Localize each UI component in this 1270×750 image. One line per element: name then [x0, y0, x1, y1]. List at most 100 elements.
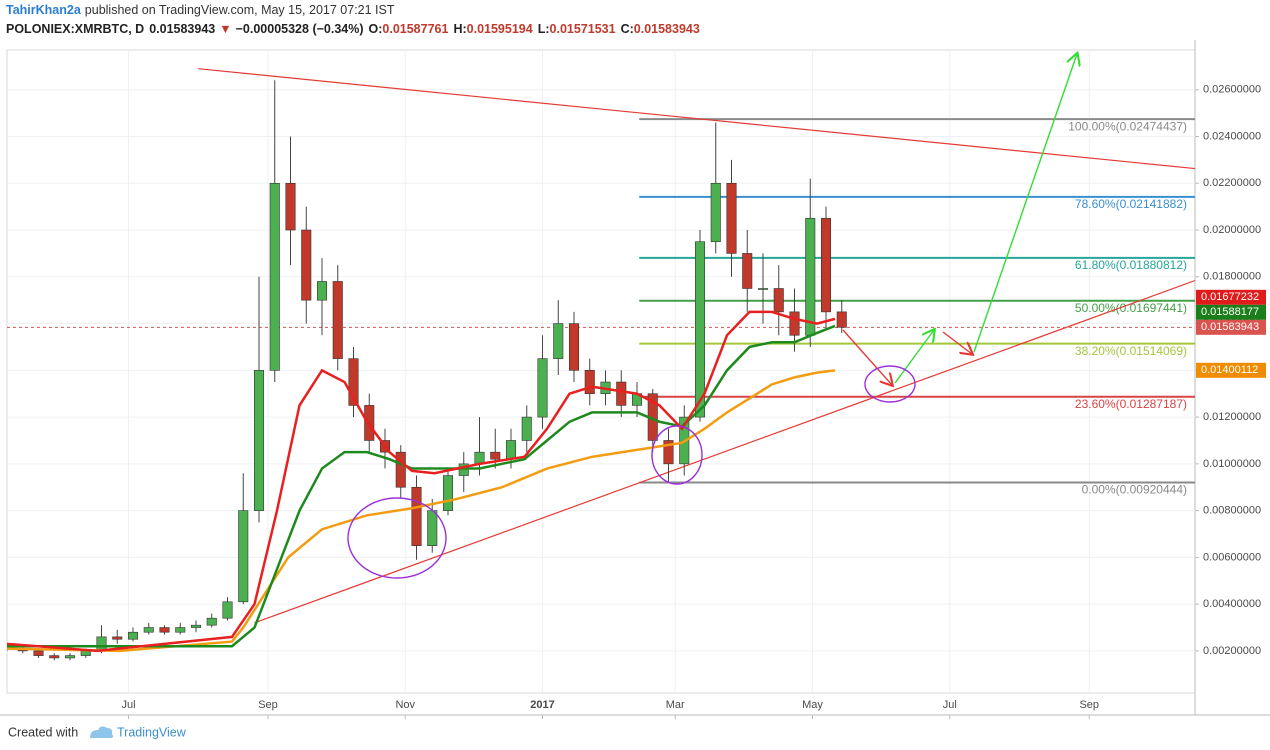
symbol: POLONIEX:XMRBTC, D: [6, 22, 144, 36]
candle-body: [222, 601, 233, 619]
trend-line: [198, 68, 1195, 170]
x-tick-label: Jul: [121, 699, 135, 711]
x-tick-label: Jul: [943, 699, 957, 711]
ohlc-label: L:: [538, 22, 550, 36]
ohlc-value: 0.01583943: [634, 22, 700, 36]
candle-body: [411, 486, 422, 546]
price-marker-label: 0.01588177: [1201, 306, 1259, 318]
y-tick-label: 0.02400000: [1203, 130, 1261, 142]
axes: Jul Sep Nov 2017 Mar May Jul Sep 0.00200000 0.004…: [121, 84, 1266, 719]
candle-body: [836, 311, 847, 328]
candle-body: [80, 650, 91, 656]
candle-body: [757, 288, 769, 290]
y-tick-label: 0.00800000: [1203, 505, 1261, 517]
y-tick-label: 0.00400000: [1203, 598, 1261, 610]
symbol-line: POLONIEX:XMRBTC, D 0.01583943 ▼ −0.00005328…: [6, 22, 700, 36]
fib-label: 61.80%(0.01880812): [1075, 258, 1187, 272]
candle-body: [537, 358, 548, 418]
candle-body: [553, 323, 564, 359]
plot-frame: [6, 49, 1196, 694]
candle-body: [773, 288, 784, 313]
candle-body: [616, 381, 627, 406]
candle-body: [694, 241, 706, 418]
down-icon: ▼: [219, 22, 231, 36]
logo: [90, 726, 114, 738]
arrow: [973, 54, 1077, 353]
candle-body: [143, 627, 154, 633]
x-tick-label: Mar: [666, 699, 685, 711]
price-marker: [1196, 304, 1266, 320]
arrow: [894, 330, 934, 384]
plot: 100.00%(0.02474437) 78.60%(0.02141882) 61.…: [7, 50, 1195, 693]
arrow: [942, 331, 972, 354]
candle-body: [285, 182, 296, 231]
candle-body: [159, 627, 170, 633]
x-tick-label: Sep: [1079, 699, 1099, 711]
x-tick-label: Sep: [258, 699, 278, 711]
candle-body: [316, 281, 328, 301]
candle-body: [742, 253, 753, 289]
y-tick-label: 0.02600000: [1203, 84, 1261, 96]
last-price: 0.01583943: [149, 22, 215, 36]
candle-body: [663, 440, 674, 465]
y-tick-label: 0.01200000: [1203, 411, 1261, 423]
price-marker: [1196, 319, 1266, 335]
price-marker-label: 0.01400112: [1201, 364, 1258, 376]
highlight-circle: [864, 365, 916, 403]
fib-label: 38.20%(0.01514069): [1075, 344, 1187, 358]
y-tick-label: 0.01800000: [1203, 271, 1261, 283]
brand[interactable]: TradingView: [117, 725, 187, 739]
x-tick-label: Nov: [395, 699, 415, 711]
candle-body: [269, 182, 280, 371]
candle-body: [820, 218, 832, 313]
candle-body: [442, 475, 454, 511]
candle-body: [175, 627, 186, 633]
candle-body: [789, 311, 800, 336]
ohlc-value: 0.01571531: [550, 22, 616, 36]
candle-body: [96, 636, 107, 652]
price-marker: [1196, 362, 1266, 378]
candle-body: [505, 440, 517, 460]
fib-label: 50.00%(0.01697441): [1075, 301, 1187, 315]
candle-body: [521, 416, 532, 441]
highlight-circle: [651, 425, 703, 485]
ohlc-label: H:: [453, 22, 466, 36]
fib-label: 78.60%(0.02141882): [1075, 197, 1187, 211]
candle-body: [33, 650, 44, 656]
candle-body: [64, 655, 76, 659]
candle-body: [805, 218, 816, 336]
y-tick-label: 0.02200000: [1203, 177, 1261, 189]
footer-text: Created with: [8, 725, 78, 739]
candle-body: [395, 451, 406, 488]
candle-body: [112, 636, 123, 640]
candle-body: [253, 370, 265, 511]
candle-body: [568, 323, 580, 371]
fib-label: 0.00%(0.00920444): [1082, 483, 1187, 497]
candle-body: [726, 182, 737, 254]
header-line: TahirKhan2a published on TradingView.com,…: [6, 3, 395, 17]
y-tick-label: 0.00600000: [1203, 551, 1261, 563]
annotations: [347, 54, 1077, 579]
y-tick-label: 0.01000000: [1203, 458, 1261, 470]
ohlc-value: 0.01595194: [467, 22, 533, 36]
fib-label: 100.00%(0.02474437): [1068, 119, 1187, 133]
price-marker-label: 0.01677232: [1201, 291, 1259, 303]
moving-average: [7, 324, 836, 648]
candle-body: [332, 281, 343, 359]
published: published on TradingView.com, May 15, 20…: [85, 3, 395, 17]
candle-body: [206, 617, 217, 626]
highlight-circle: [347, 497, 447, 579]
y-tick-label: 0.02000000: [1203, 224, 1261, 236]
candle-body: [584, 370, 595, 395]
ohlc-value: 0.01587761: [382, 22, 448, 36]
moving-average: [7, 310, 836, 653]
candle-body: [238, 510, 249, 603]
candle-body: [490, 451, 501, 460]
y-tick-label: 0.00200000: [1203, 645, 1261, 657]
change: −0.00005328 (−0.34%): [236, 22, 364, 36]
arrow: [842, 329, 892, 385]
price-marker-label: 0.01583943: [1201, 321, 1259, 333]
x-tick-label: 2017: [530, 699, 554, 711]
candle-body: [710, 182, 721, 243]
